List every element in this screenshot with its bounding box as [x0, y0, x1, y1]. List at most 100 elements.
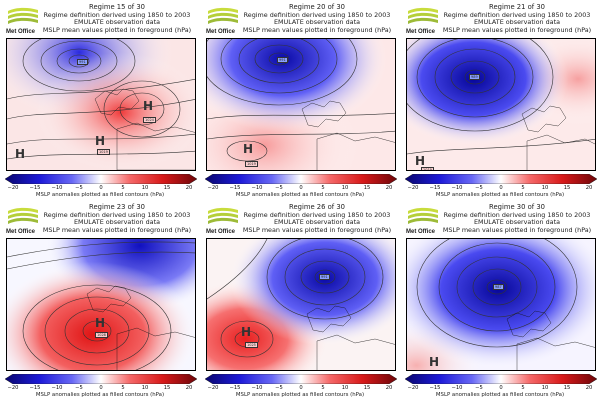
colorbar-tick: −10	[251, 185, 263, 191]
colorbar-tick: −20	[407, 185, 419, 191]
colorbar-tick: 10	[141, 185, 149, 191]
regime-title: Regime 21 of 30	[489, 3, 545, 11]
mslp-map: H 989 1019	[406, 38, 596, 171]
met-office-logo: Met Office	[406, 7, 438, 35]
panel-header: Met Office Regime 21 of 30 Regime defini…	[402, 2, 598, 38]
panel-header: Met Office Regime 30 of 30 Regime defini…	[402, 202, 598, 238]
high-pressure-label: H	[241, 325, 252, 339]
high-pressure-label: H	[95, 134, 106, 148]
colorbar-tick: 20	[185, 385, 193, 391]
colorbar-tick: 0	[499, 185, 503, 191]
data-source: EMULATE observation data	[273, 18, 360, 27]
regime-definition: Regime definition derived using 1850 to …	[243, 10, 391, 19]
mslp-map: H H H 991 1024 1019	[6, 38, 196, 171]
colorbar-tick: 0	[499, 385, 503, 391]
colorbar	[205, 174, 397, 184]
met-office-logo: Met Office	[6, 7, 38, 35]
regime-title: Regime 20 of 30	[289, 3, 345, 11]
colorbar-label: MSLP anomalies plotted as filled contour…	[35, 192, 165, 198]
colorbar-ticks: −20 −15 −10 −5 0 5 10 15 20	[402, 385, 598, 393]
low-pressure-value: 987	[493, 284, 504, 290]
colorbar-tick: −10	[451, 385, 463, 391]
regime-panel: Met Office Regime 30 of 30 Regime defini…	[402, 202, 598, 398]
colorbar-tick: 10	[541, 185, 549, 191]
regime-definition: Regime definition derived using 1850 to …	[43, 10, 191, 19]
colorbar-tick: −20	[207, 185, 219, 191]
colorbar-tick: 10	[541, 385, 549, 391]
mslp-map: H 987	[406, 238, 596, 371]
panel-titles: Regime 26 of 30 Regime definition derive…	[242, 203, 392, 234]
svg-text:Met Office: Met Office	[6, 29, 36, 35]
met-office-logo: Met Office	[206, 7, 238, 35]
colorbar-ticks: −20 −15 −10 −5 0 5 10 15 20	[2, 185, 198, 193]
regime-panel: Met Office Regime 26 of 30 Regime defini…	[202, 202, 398, 398]
colorbar	[5, 174, 197, 184]
met-office-logo: Met Office	[206, 207, 238, 235]
mslp-map: H 1028	[6, 238, 196, 371]
colorbar-tick: −5	[275, 185, 283, 191]
colorbar-tick: −5	[475, 385, 483, 391]
colorbar-tick: 5	[521, 385, 525, 391]
colorbar	[405, 174, 597, 184]
colorbar-tick: 20	[185, 185, 193, 191]
regime-panel: Met Office Regime 23 of 30 Regime defini…	[2, 202, 198, 398]
colorbar-tick: −10	[451, 185, 463, 191]
colorbar-tick: 15	[563, 185, 571, 191]
regime-title: Regime 23 of 30	[89, 203, 145, 211]
colorbar-label: MSLP anomalies plotted as filled contour…	[235, 192, 365, 198]
colorbar-ticks: −20 −15 −10 −5 0 5 10 15 20	[402, 185, 598, 193]
panel-titles: Regime 30 of 30 Regime definition derive…	[442, 203, 592, 234]
data-source: EMULATE observation data	[73, 18, 160, 27]
colorbar-tick: 0	[99, 385, 103, 391]
colorbar-tick: 15	[363, 185, 371, 191]
colorbar-tick: −5	[475, 185, 483, 191]
colorbar-tick: 20	[385, 185, 393, 191]
regime-title: Regime 26 of 30	[289, 203, 345, 211]
colorbar-tick: 5	[121, 185, 125, 191]
colorbar-tick: −20	[7, 385, 19, 391]
foreground-note: MSLP mean values plotted in foreground (…	[42, 25, 192, 34]
low-pressure-value: 991	[77, 59, 88, 65]
panel-titles: Regime 23 of 30 Regime definition derive…	[42, 203, 192, 234]
regime-title: Regime 15 of 30	[89, 3, 145, 11]
panel-titles: Regime 21 of 30 Regime definition derive…	[442, 3, 592, 34]
colorbar-label: MSLP anomalies plotted as filled contour…	[435, 392, 565, 398]
colorbar-tick: −15	[29, 385, 41, 391]
colorbar-tick: 5	[121, 385, 125, 391]
colorbar-label: MSLP anomalies plotted as filled contour…	[35, 392, 165, 398]
regime-title: Regime 30 of 30	[489, 203, 545, 211]
svg-text:Met Office: Met Office	[6, 229, 36, 235]
high-pressure-label: H	[15, 147, 26, 161]
high-pressure-label: H	[95, 316, 106, 330]
colorbar-tick: 15	[163, 385, 171, 391]
regime-definition: Regime definition derived using 1850 to …	[243, 210, 391, 219]
regime-definition: Regime definition derived using 1850 to …	[443, 10, 591, 19]
foreground-note: MSLP mean values plotted in foreground (…	[442, 25, 592, 34]
colorbar-tick: −5	[275, 385, 283, 391]
data-source: EMULATE observation data	[473, 18, 560, 27]
colorbar-label: MSLP anomalies plotted as filled contour…	[235, 392, 365, 398]
colorbar-tick: 20	[585, 185, 593, 191]
high-pressure-value: 1019	[245, 161, 258, 167]
colorbar-tick: 10	[141, 385, 149, 391]
high-pressure-value: 1024	[143, 117, 156, 123]
high-pressure-value: 1019	[97, 149, 110, 155]
colorbar-tick: −20	[7, 185, 19, 191]
colorbar-tick: −20	[407, 385, 419, 391]
colorbar	[405, 374, 597, 384]
panel-titles: Regime 15 of 30 Regime definition derive…	[42, 3, 192, 34]
colorbar-tick: −10	[51, 185, 63, 191]
colorbar-tick: 10	[341, 385, 349, 391]
svg-text:Met Office: Met Office	[206, 29, 236, 35]
colorbar-tick: −15	[29, 185, 41, 191]
panel-header: Met Office Regime 26 of 30 Regime defini…	[202, 202, 398, 238]
colorbar-tick: −20	[207, 385, 219, 391]
high-pressure-label: H	[429, 355, 440, 369]
colorbar-tick: −15	[229, 385, 241, 391]
met-office-logo: Met Office	[406, 207, 438, 235]
high-pressure-label: H	[415, 154, 426, 168]
regime-panel: Met Office Regime 21 of 30 Regime defini…	[402, 2, 598, 198]
high-pressure-value: 1019	[421, 167, 434, 171]
panel-header: Met Office Regime 15 of 30 Regime defini…	[2, 2, 198, 38]
panel-header: Met Office Regime 20 of 30 Regime defini…	[202, 2, 398, 38]
